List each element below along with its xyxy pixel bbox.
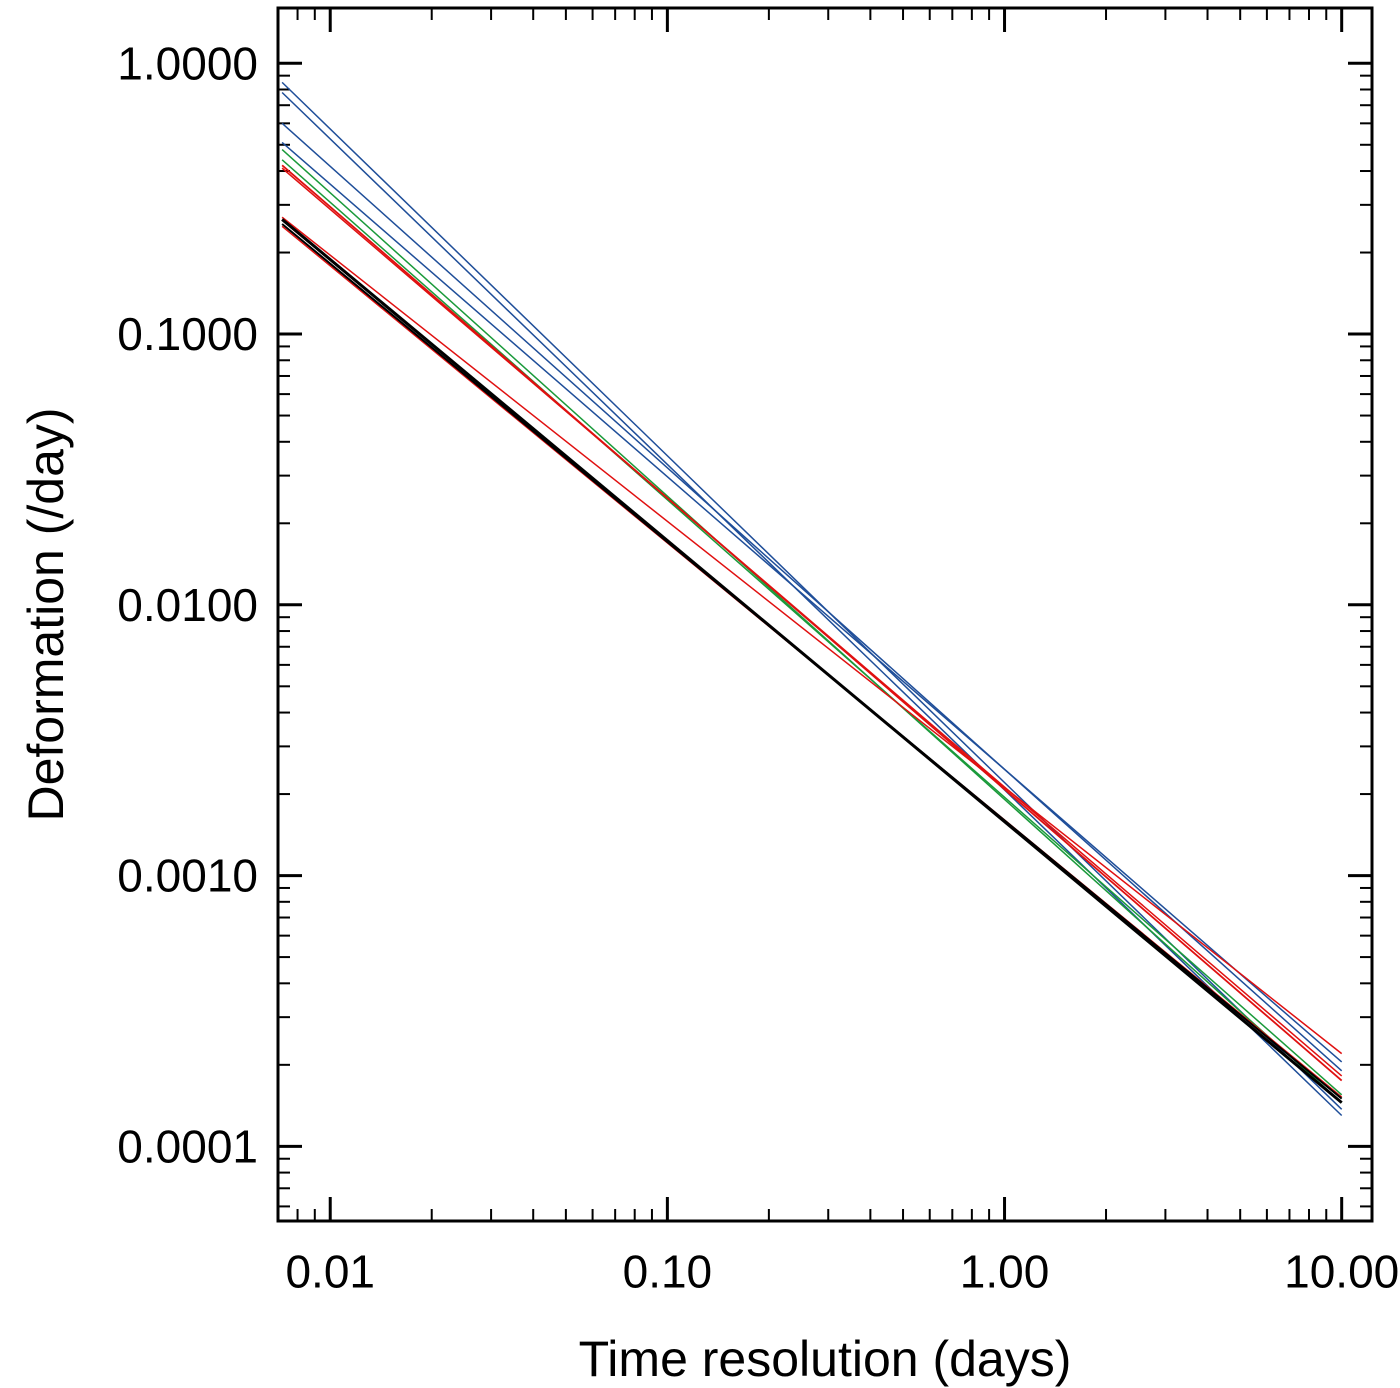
x-tick-label: 0.01	[285, 1246, 375, 1298]
x-tick-label: 0.10	[623, 1246, 713, 1298]
y-tick-label: 0.0010	[117, 850, 258, 902]
series-line-8	[281, 167, 1343, 1077]
series-line-2	[281, 91, 1343, 1117]
series-line-3	[281, 122, 1343, 1072]
x-tick-label: 1.00	[960, 1246, 1050, 1298]
series-line-5	[281, 149, 1343, 1104]
y-axis-title: Deformation (/day)	[18, 407, 74, 821]
x-tick-label: 10.00	[1284, 1246, 1399, 1298]
plot-series	[281, 81, 1343, 1117]
x-tick-labels: 0.01 0.10 1.00 10.00	[285, 1246, 1399, 1298]
y-tick-labels: 0.0001 0.0010 0.0100 0.1000 1.0000	[117, 37, 258, 1172]
series-line-9	[281, 216, 1343, 1055]
y-tick-label: 1.0000	[117, 37, 258, 89]
plot-frame	[276, 6, 1374, 1223]
y-tick-label: 0.0100	[117, 579, 258, 631]
axis-ticks	[277, 8, 1372, 1221]
series-line-4	[281, 141, 1343, 1063]
y-tick-label: 0.0001	[117, 1120, 258, 1172]
y-tick-label: 0.1000	[117, 308, 258, 360]
series-line-12	[281, 223, 1343, 1100]
x-axis-title: Time resolution (days)	[579, 1331, 1072, 1387]
series-line-6	[281, 159, 1343, 1096]
